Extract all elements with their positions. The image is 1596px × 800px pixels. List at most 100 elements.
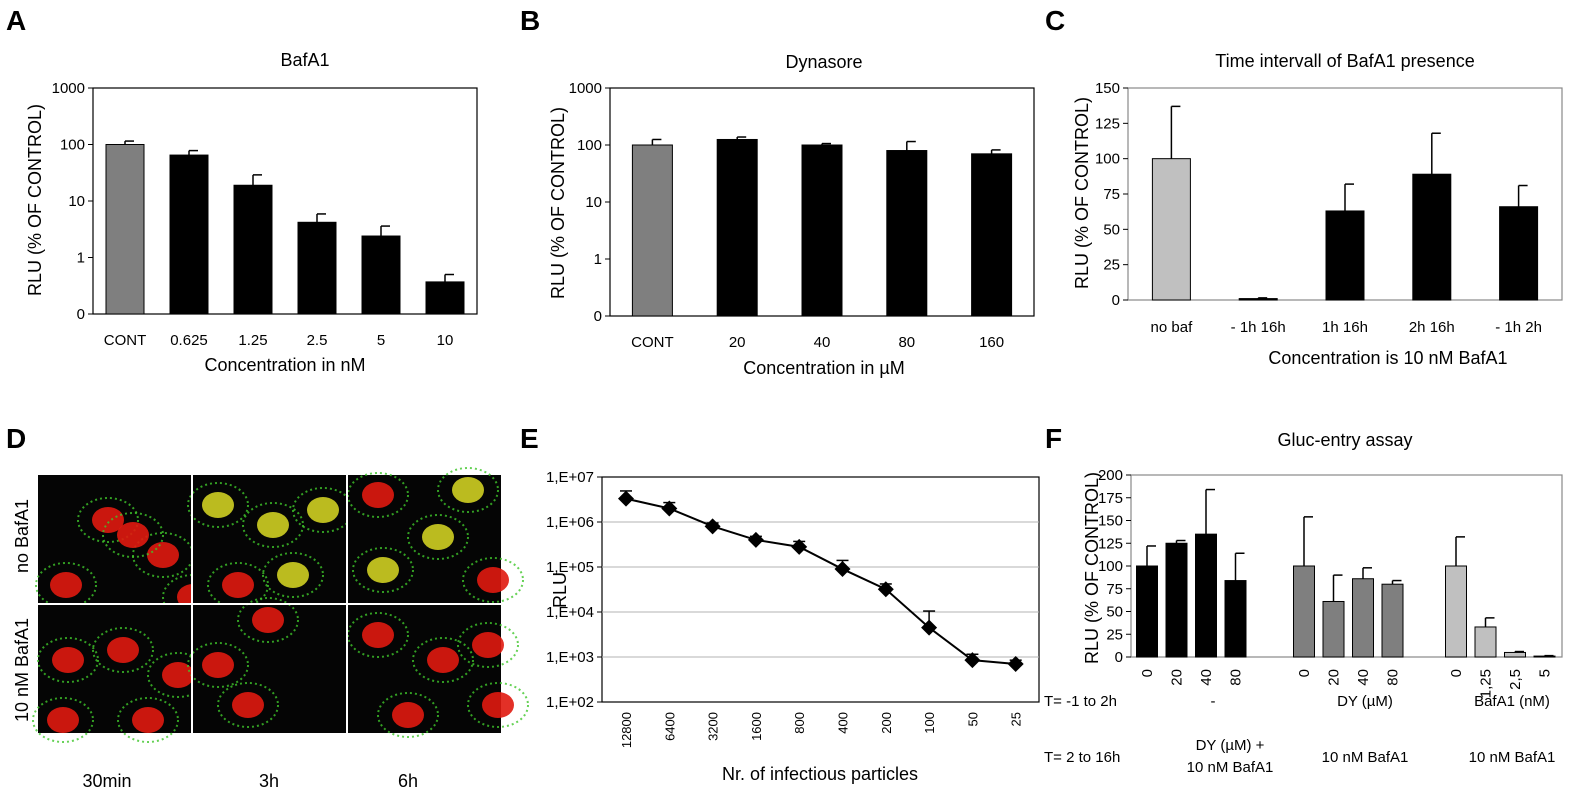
micrograph-nucleus [222, 572, 254, 598]
chart-a-xtick-label: 1.25 [238, 332, 267, 349]
chart-e-xtick-label: 200 [879, 712, 894, 734]
chart-f-row-header-1: T= -1 to 2h [1044, 693, 1117, 710]
micrograph-cell-membrane [117, 697, 179, 743]
micrograph-cell-membrane [377, 692, 439, 738]
chart-a-title: BafA1 [280, 50, 329, 70]
micrograph-cell-membrane [457, 622, 519, 668]
chart-f-bar [1293, 565, 1315, 658]
micrograph-cell-membrane [262, 552, 324, 598]
chart-f-ytick-label: 25 [1106, 626, 1123, 643]
chart-f-bar [1445, 565, 1467, 658]
chart-c-ytick-label: 75 [1103, 186, 1120, 203]
micrograph-cell-membrane [187, 642, 249, 688]
micrograph-cell-membrane [102, 512, 164, 558]
chart-a-bar [297, 221, 337, 315]
chart-b-ylabel: RLU (% OF CONTROL) [548, 107, 568, 299]
chart-a-bar [361, 235, 401, 315]
micrograph-nucleus [52, 647, 84, 673]
micrograph-nucleus [202, 492, 234, 518]
chart-f-group3-row2: 10 nM BafA1 [1469, 749, 1556, 766]
chart-f-xtick-label: 20 [1169, 669, 1186, 686]
chart-c-xtick-label: - 1h 16h [1231, 319, 1286, 336]
micrograph-nucleus [277, 562, 309, 588]
chart-a-ytick-label: 100 [60, 137, 85, 154]
micrograph-nucleus [362, 622, 394, 648]
chart-e-ytick-label: 1,E+03 [546, 649, 594, 666]
chart-e-ytick-label: 1,E+05 [546, 559, 594, 576]
micrograph-row-label-2: 10 nM BafA1 [12, 618, 32, 722]
chart-f-xtick-label: 1,25 [1478, 669, 1495, 698]
chart-e-xtick-label: 3200 [706, 712, 721, 741]
micrograph-cell-membrane [407, 514, 469, 560]
chart-b-ytick-label: 1 [594, 251, 602, 268]
chart-f-ylabel: RLU (% OF CONTROL) [1082, 472, 1102, 664]
micrograph-cell-membrane [467, 682, 529, 728]
micrograph-nucleus [132, 707, 164, 733]
chart-c-bar [1238, 298, 1278, 301]
chart-a-bar [169, 154, 209, 315]
chart-e-plot-frame [601, 476, 1040, 703]
micrograph-cell-membrane [92, 627, 154, 673]
chart-f-xtick-label: 20 [1326, 669, 1343, 686]
chart-b-xtick-label: CONT [631, 334, 674, 351]
micrograph-cell-membrane [352, 547, 414, 593]
micrograph-nucleus [162, 662, 194, 688]
chart-a-ylabel: RLU (% OF CONTROL) [25, 104, 45, 296]
chart-e-xtick-label: 100 [922, 712, 937, 734]
chart-c-xtick-label: - 1h 2h [1495, 319, 1542, 336]
chart-b-xtick-label: 20 [729, 334, 746, 351]
chart-c-xtick-label: 2h 16h [1409, 319, 1455, 336]
chart-a-bar [233, 184, 273, 315]
chart-f-xtick-label: 0 [1139, 669, 1156, 677]
micrograph-nucleus [482, 692, 514, 718]
chart-e-xtick-label: 50 [965, 712, 980, 726]
chart-b-title: Dynasore [785, 52, 862, 72]
chart-a-xtick-label: 2.5 [307, 332, 328, 349]
chart-f-ytick-label: 50 [1106, 604, 1123, 621]
micrograph-nucleus [252, 607, 284, 633]
chart-e-point [704, 518, 721, 535]
chart-f-group1-row2b: 10 nM BafA1 [1187, 759, 1274, 776]
chart-f-xtick-label: 0 [1448, 669, 1465, 677]
chart-b-xlabel: Concentration in µM [743, 358, 904, 378]
chart-f-xtick-label: 0 [1296, 669, 1313, 677]
chart-f-bar [1533, 655, 1556, 658]
micrograph-cell-membrane [462, 557, 524, 603]
panel-label-f: F [1045, 423, 1062, 454]
micrograph-row-label-1: no BafA1 [12, 499, 32, 573]
micrograph-nucleus [362, 482, 394, 508]
chart-b-ytick-label: 100 [577, 137, 602, 154]
chart-c-ytick-label: 150 [1095, 80, 1120, 97]
chart-a-xtick-label: 10 [437, 332, 454, 349]
chart-e-point [661, 500, 678, 517]
chart-c-ytick-label: 125 [1095, 115, 1120, 132]
chart-f-group3-row1: BafA1 (nM) [1474, 693, 1550, 710]
chart-e-xtick-label: 25 [1009, 712, 1024, 726]
micrograph-grid [32, 467, 529, 743]
chart-e-ytick-label: 1,E+06 [546, 514, 594, 531]
chart-e-point [618, 490, 634, 507]
chart-c-title: Time intervall of BafA1 presence [1215, 51, 1474, 71]
chart-f-bar [1474, 626, 1497, 658]
micrograph-cell-membrane [217, 682, 279, 728]
chart-e-point [747, 531, 764, 548]
chart-c-xtick-label: no baf [1151, 319, 1194, 336]
chart-f-group1-row2a: DY (µM) + [1196, 737, 1265, 754]
chart-f-bar [1504, 651, 1526, 658]
chart-a-ytick-label: 1000 [52, 80, 85, 97]
micrograph-nucleus [107, 637, 139, 663]
chart-e-point [877, 581, 894, 598]
chart-f-xtick-label: 80 [1228, 669, 1245, 686]
chart-c-ytick-label: 50 [1103, 221, 1120, 238]
chart-c-ytick-label: 0 [1112, 292, 1120, 309]
chart-b-xtick-label: 160 [979, 334, 1004, 351]
micrograph-cell-membrane [437, 467, 499, 513]
micrograph-cell-membrane [77, 497, 139, 543]
chart-f-row-header-2: T= 2 to 16h [1044, 749, 1120, 766]
chart-a-ytick-label: 10 [68, 193, 85, 210]
micrograph-nucleus [392, 702, 424, 728]
micrograph-nucleus [422, 524, 454, 550]
chart-f-ytick-label: 100 [1098, 558, 1123, 575]
micrograph-nucleus [117, 522, 149, 548]
